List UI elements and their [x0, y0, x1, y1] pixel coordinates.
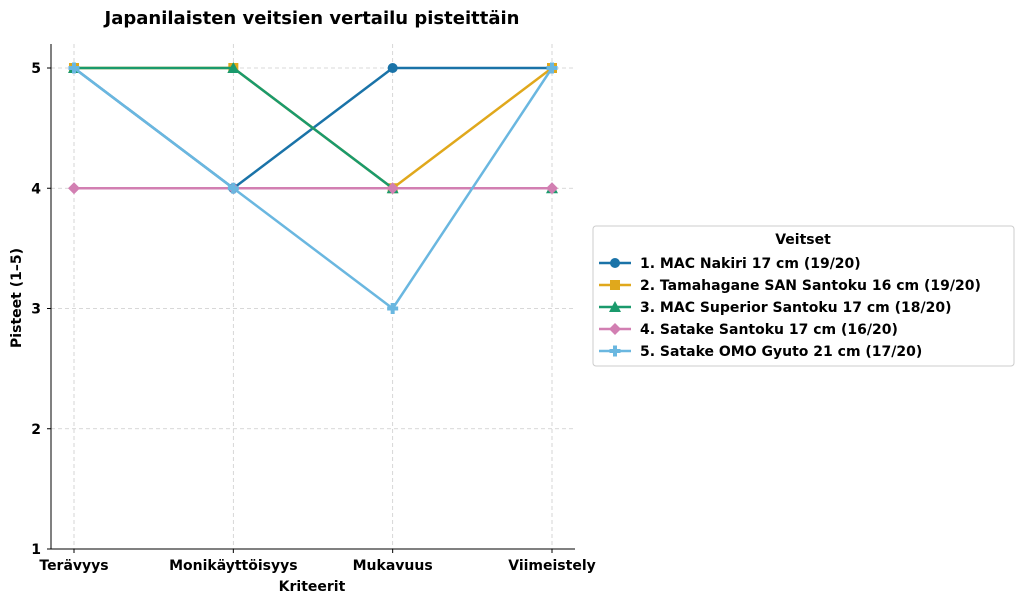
legend-marker: [609, 323, 621, 335]
y-tick-label: 3: [31, 302, 41, 318]
series-line: [74, 66, 552, 190]
legend-marker: [609, 345, 621, 357]
data-point: [387, 63, 398, 73]
legend-item-3: 3. MAC Superior Santoku 17 cm (18/20): [599, 300, 951, 316]
legend-label: 1. MAC Nakiri 17 cm (19/20): [640, 256, 861, 272]
legend-label: 4. Satake Santoku 17 cm (16/20): [640, 322, 898, 338]
legend: Veitset 1. MAC Nakiri 17 cm (19/20) 2. Ta…: [592, 225, 1015, 367]
legend-label: 2. Tamahagane SAN Santoku 16 cm (19/20): [640, 278, 981, 294]
data-point: [387, 303, 399, 314]
legend-marker: [610, 258, 620, 268]
legend-label: 3. MAC Superior Santoku 17 cm (18/20): [640, 300, 951, 316]
legend-item-4: 4. Satake Santoku 17 cm (16/20): [599, 322, 898, 338]
y-tick-label: 4: [31, 181, 41, 197]
y-axis-label: Pisteet (1–5): [9, 248, 25, 348]
series-5: [68, 62, 558, 314]
chart-title: Japanilaisten veitsien vertailu pisteitt…: [103, 8, 520, 29]
x-tick-label: Terävyys: [39, 558, 108, 574]
legend-item-2: 2. Tamahagane SAN Santoku 16 cm (19/20): [599, 278, 981, 294]
y-tick-labels: 1 2 3 4 5: [31, 61, 51, 558]
x-axis-label: Kriteerit: [279, 579, 346, 595]
data-point: [227, 62, 240, 73]
y-tick-label: 2: [31, 422, 41, 438]
legend-label: 5. Satake OMO Gyuto 21 cm (17/20): [640, 344, 922, 360]
x-tick-label: Viimeistely: [508, 558, 596, 574]
legend-marker: [610, 280, 620, 290]
legend-marker: [609, 301, 621, 312]
x-tick-label: Monikäyttöisyys: [169, 558, 298, 574]
series-3: [68, 62, 558, 194]
data-point: [68, 182, 80, 195]
data-point: [227, 182, 239, 194]
x-tick-label: Mukavuus: [353, 558, 433, 574]
data-point: [68, 62, 80, 74]
axes: [50, 44, 575, 550]
legend-frame: [592, 225, 1015, 367]
x-tick-labels: Terävyys Monikäyttöisyys Mukavuus Viimeiste…: [39, 549, 596, 574]
y-tick-label: 5: [31, 61, 41, 77]
data-point: [546, 62, 558, 74]
legend-item-5: 5. Satake OMO Gyuto 21 cm (17/20): [599, 344, 922, 360]
grid: [51, 44, 575, 549]
y-tick-label: 1: [31, 542, 41, 558]
data-point: [546, 182, 558, 195]
series-lines: [68, 62, 558, 314]
series-4: [68, 182, 558, 195]
legend-items: 1. MAC Nakiri 17 cm (19/20) 2. Tamahagane…: [599, 256, 981, 360]
legend-title: Veitset: [775, 232, 831, 248]
data-point: [386, 182, 399, 195]
series-line: [73, 67, 554, 310]
legend-item-1: 1. MAC Nakiri 17 cm (19/20): [599, 256, 861, 272]
